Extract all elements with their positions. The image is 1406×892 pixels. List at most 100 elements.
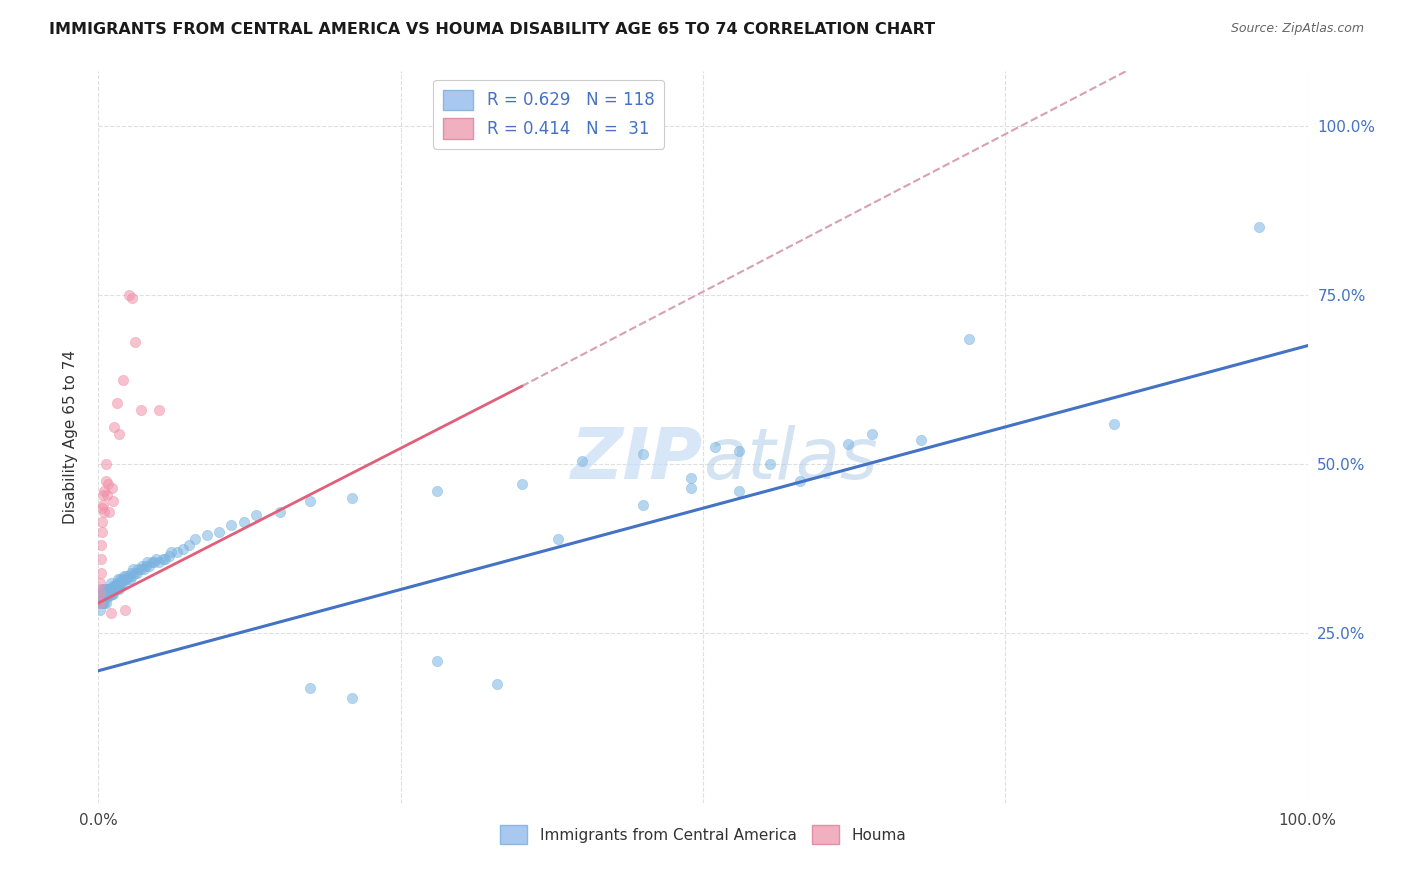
Point <box>91 589 114 603</box>
Point <box>121 569 143 583</box>
Text: ZIP: ZIP <box>571 425 703 493</box>
Point <box>90 592 112 607</box>
Point <box>100 606 122 620</box>
Point <box>93 582 115 597</box>
Point <box>91 589 114 603</box>
Point <box>152 552 174 566</box>
Point <box>94 474 117 488</box>
Point <box>93 589 115 603</box>
Point <box>101 582 124 597</box>
Point <box>117 572 139 586</box>
Point <box>157 549 180 563</box>
Point <box>131 558 153 573</box>
Point <box>89 575 111 590</box>
Point <box>124 335 146 350</box>
Point <box>105 582 128 597</box>
Point <box>232 515 254 529</box>
Point <box>89 589 111 603</box>
Point <box>299 494 322 508</box>
Point <box>118 569 141 583</box>
Point <box>101 587 124 601</box>
Point <box>129 403 152 417</box>
Point <box>172 541 194 556</box>
Point <box>91 501 114 516</box>
Point <box>100 587 122 601</box>
Point <box>94 596 117 610</box>
Point <box>704 440 727 454</box>
Point <box>148 555 170 569</box>
Point <box>111 575 134 590</box>
Point <box>103 582 125 597</box>
Point <box>127 562 149 576</box>
Point <box>342 690 364 705</box>
Point <box>135 558 157 573</box>
Point <box>547 532 569 546</box>
Text: IMMIGRANTS FROM CENTRAL AMERICA VS HOUMA DISABILITY AGE 65 TO 74 CORRELATION CHA: IMMIGRANTS FROM CENTRAL AMERICA VS HOUMA… <box>49 22 935 37</box>
Point <box>837 437 859 451</box>
Point <box>860 426 883 441</box>
Point <box>91 524 114 539</box>
Point <box>90 582 112 597</box>
Point <box>153 552 176 566</box>
Point <box>91 515 114 529</box>
Point <box>510 477 533 491</box>
Point <box>97 477 120 491</box>
Point <box>90 566 112 580</box>
Point <box>1249 220 1271 235</box>
Point <box>138 558 160 573</box>
Point <box>728 443 751 458</box>
Point <box>108 575 131 590</box>
Point <box>108 426 131 441</box>
Point <box>94 587 117 601</box>
Point <box>91 596 114 610</box>
Point <box>679 481 702 495</box>
Point <box>631 498 654 512</box>
Point <box>120 566 142 580</box>
Point <box>98 589 121 603</box>
Point <box>90 538 112 552</box>
Point <box>94 457 117 471</box>
Point <box>91 596 114 610</box>
Point <box>101 579 124 593</box>
Point <box>96 488 118 502</box>
Point <box>104 579 127 593</box>
Point <box>97 589 120 603</box>
Point <box>129 562 152 576</box>
Point <box>108 579 131 593</box>
Point <box>89 603 111 617</box>
Point <box>91 488 114 502</box>
Point <box>112 569 135 583</box>
Point <box>108 582 131 597</box>
Y-axis label: Disability Age 65 to 74: Disability Age 65 to 74 <box>63 350 77 524</box>
Point <box>100 575 122 590</box>
Point <box>91 596 114 610</box>
Point <box>631 447 654 461</box>
Point <box>93 596 115 610</box>
Point <box>101 494 124 508</box>
Point <box>110 575 132 590</box>
Text: Source: ZipAtlas.com: Source: ZipAtlas.com <box>1230 22 1364 36</box>
Point <box>299 681 322 695</box>
Point <box>94 582 117 597</box>
Point <box>89 596 111 610</box>
Point <box>94 589 117 603</box>
Point <box>90 589 112 603</box>
Point <box>426 654 449 668</box>
Point <box>100 481 122 495</box>
Point <box>100 582 122 597</box>
Point <box>103 579 125 593</box>
Point <box>105 396 128 410</box>
Point <box>141 555 163 569</box>
Point <box>245 508 267 522</box>
Point <box>90 552 112 566</box>
Point <box>91 586 114 600</box>
Point <box>134 562 156 576</box>
Point <box>758 457 780 471</box>
Point <box>143 555 166 569</box>
Point <box>342 491 364 505</box>
Point <box>104 582 127 597</box>
Point <box>1102 417 1125 431</box>
Point <box>166 545 188 559</box>
Point <box>127 566 149 580</box>
Point <box>184 532 207 546</box>
